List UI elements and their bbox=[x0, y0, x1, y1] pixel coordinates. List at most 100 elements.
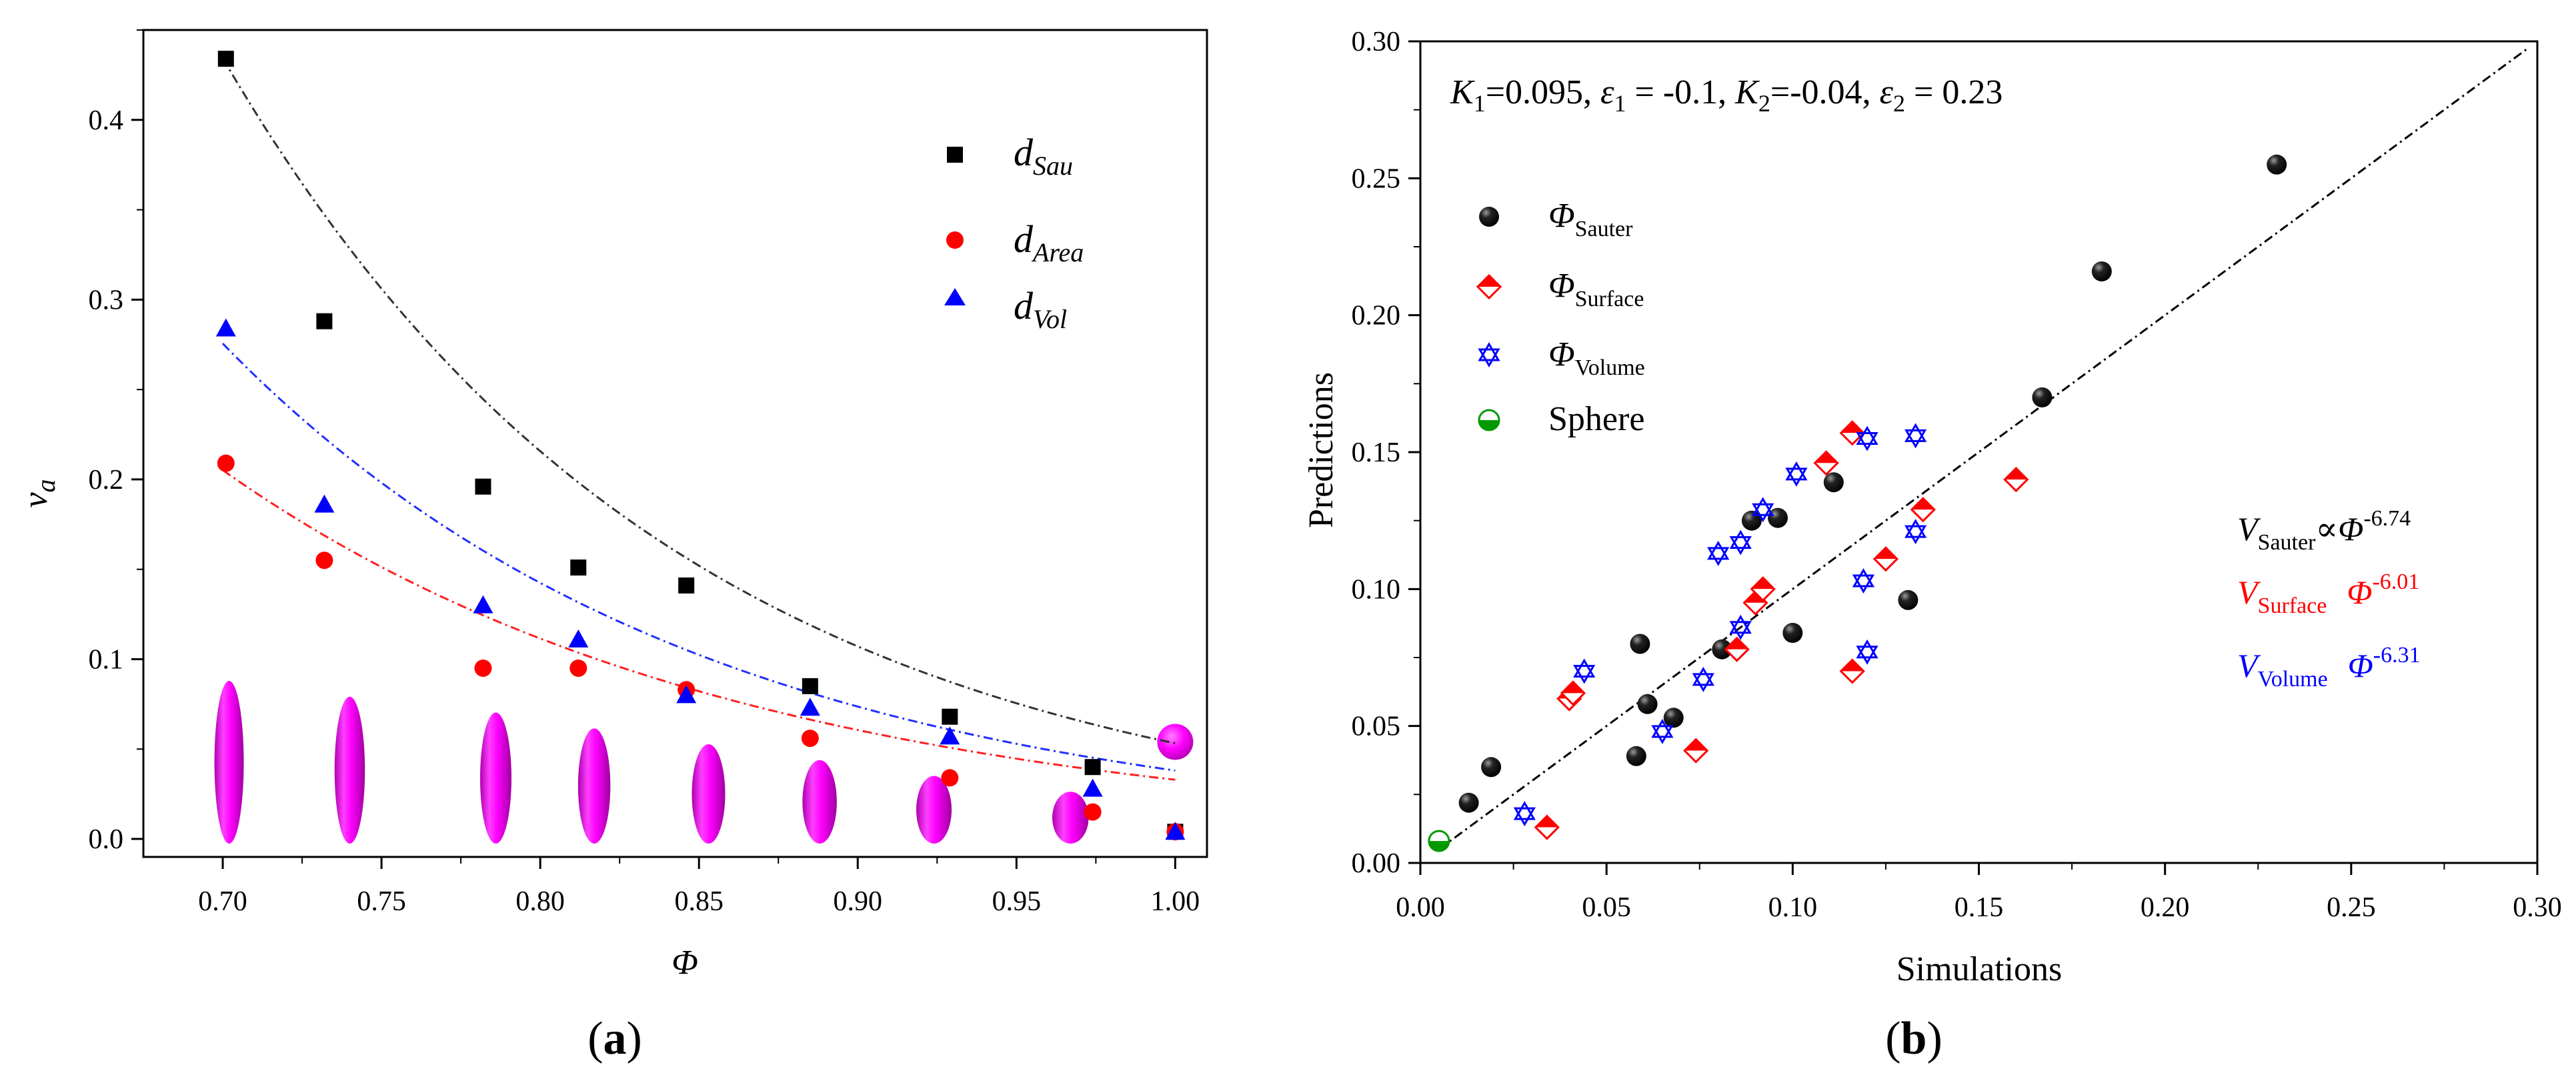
annotation-e1: -0.1 bbox=[1663, 73, 1718, 111]
point-surface bbox=[1839, 658, 1865, 684]
relation-sauter-sign: ∝ bbox=[2315, 510, 2338, 548]
x-tick-label: 0.25 bbox=[2327, 892, 2376, 923]
point-sauter bbox=[1663, 708, 1684, 728]
legend-a-sau-main: d bbox=[1014, 131, 1034, 174]
point-sphere bbox=[1428, 830, 1450, 852]
point-volume bbox=[1729, 614, 1752, 640]
legend-b-marker-half-circle bbox=[1478, 409, 1500, 431]
point-sauter bbox=[1898, 590, 1918, 610]
point-sauter bbox=[2032, 387, 2053, 407]
y-tick-label: 0.20 bbox=[1352, 301, 1401, 331]
point-sauter bbox=[1626, 746, 1646, 766]
legend-a-item-sau: dSau bbox=[947, 131, 1073, 181]
legend-b-marker-star bbox=[1478, 342, 1500, 367]
point-area bbox=[801, 730, 819, 748]
panel-a-caption-letter: a bbox=[603, 1013, 627, 1064]
particle-shape-ellipsoid bbox=[479, 712, 511, 844]
point-vol bbox=[940, 726, 960, 745]
point-surface bbox=[1534, 814, 1560, 840]
relation-volume-base: Φ bbox=[2348, 647, 2373, 684]
legend-a-area-main: d bbox=[1014, 217, 1034, 261]
point-volume bbox=[1573, 658, 1596, 684]
point-sau bbox=[570, 560, 587, 576]
x-tick-label: 0.90 bbox=[834, 886, 883, 917]
point-sau bbox=[942, 708, 958, 725]
y-tick-label: 0.25 bbox=[1352, 163, 1401, 194]
relation-volume-v: V bbox=[2237, 647, 2261, 684]
point-volume bbox=[1856, 639, 1878, 665]
y-tick-label: 0.1 bbox=[89, 644, 124, 675]
point-area bbox=[941, 769, 959, 787]
panel-a-y-axis-main: v bbox=[17, 492, 55, 508]
panel-a-x-axis-title: Φ bbox=[672, 944, 698, 982]
particle-shape-ellipsoid bbox=[577, 728, 611, 844]
annotation-e2: 0.23 bbox=[1942, 73, 2003, 111]
particle-shape-ellipsoid bbox=[802, 760, 837, 844]
legend-a-vol-sub: Vol bbox=[1033, 304, 1067, 334]
point-sau bbox=[802, 678, 818, 694]
point-surface bbox=[1724, 636, 1750, 662]
particle-shape-ellipsoid bbox=[1052, 792, 1089, 844]
point-volume bbox=[1692, 666, 1714, 692]
legend-a-marker-circle bbox=[946, 231, 964, 249]
point-vol bbox=[215, 318, 236, 337]
legend-b-item-surface: ΦSurface bbox=[1476, 267, 1644, 311]
point-volume bbox=[1785, 461, 1808, 487]
legend-a-area-sub: Area bbox=[1031, 237, 1084, 267]
point-volume bbox=[1904, 423, 1927, 449]
panel-b-caption: (b) bbox=[1885, 1013, 1943, 1064]
point-surface bbox=[1872, 546, 1899, 572]
legend-a-label-area: dArea bbox=[1014, 217, 1084, 267]
x-tick-label: 0.70 bbox=[198, 886, 247, 917]
y-tick-label: 0.05 bbox=[1352, 712, 1401, 742]
panel-a-x-ticks: 0.70 0.75 0.80 0.85 0.90 0.95 1.00 bbox=[198, 857, 1200, 917]
relation-volume-sub: Volume bbox=[2258, 667, 2328, 692]
x-tick-label: 0.95 bbox=[992, 886, 1042, 917]
point-area bbox=[569, 659, 587, 677]
relation-surface-sub: Surface bbox=[2258, 594, 2327, 618]
point-volume bbox=[1904, 519, 1927, 545]
y-tick-label: 0.10 bbox=[1352, 574, 1401, 605]
panel-b-reference-line bbox=[1438, 49, 2527, 850]
x-tick-label: 0.00 bbox=[1396, 892, 1445, 923]
panel-b-x-ticks: 0.00 0.05 0.10 0.15 0.20 0.25 0.30 bbox=[1396, 863, 2562, 923]
panel-a-plot-frame bbox=[142, 29, 1208, 858]
panel-a-y-ticks: 0.0 0.1 0.2 0.3 0.4 bbox=[89, 29, 143, 855]
x-tick-label: 0.30 bbox=[2513, 892, 2562, 923]
x-tick-label: 0.20 bbox=[2141, 892, 2190, 923]
point-volume bbox=[1651, 718, 1674, 744]
point-volume bbox=[1852, 568, 1875, 594]
y-tick-label: 0.30 bbox=[1352, 27, 1401, 57]
legend-b-marker-half-diamond bbox=[1476, 273, 1502, 300]
point-sauter bbox=[1768, 507, 1788, 528]
relation-surface-base: Φ bbox=[2347, 574, 2372, 611]
y-tick-label: 0.0 bbox=[89, 824, 124, 855]
legend-b-marker-sphere bbox=[1479, 207, 1499, 227]
panel-a-y-axis-title: va bbox=[17, 479, 61, 507]
point-sauter bbox=[1782, 623, 1803, 643]
legend-a-item-area: dArea bbox=[946, 217, 1084, 267]
annotation-k2: -0.04 bbox=[1790, 73, 1862, 111]
x-tick-label: 0.85 bbox=[674, 886, 724, 917]
reference-line-y-equals-x bbox=[1438, 49, 2527, 850]
y-tick-label: 0.2 bbox=[89, 465, 124, 495]
point-sauter bbox=[1823, 472, 1844, 493]
point-volume bbox=[1729, 529, 1752, 556]
point-volume bbox=[1856, 425, 1878, 451]
legend-b-volume-main: Φ bbox=[1548, 335, 1575, 373]
panel-a-y-axis-sub: a bbox=[31, 479, 61, 492]
point-sauter bbox=[2267, 154, 2287, 175]
legend-b-label-volume: ΦVolume bbox=[1548, 335, 1645, 380]
panel-b-legend: ΦSauter ΦSurface ΦVolume bbox=[1476, 197, 1645, 438]
point-sauter bbox=[1630, 634, 1650, 654]
relation-surface: VSurface Φ-6.01 bbox=[2237, 570, 2419, 618]
panel-b-parameter-annotation: K1=0.095, ε1 = -0.1, K2=-0.04, ε2 = 0.23 bbox=[1450, 73, 2003, 117]
legend-a-vol-main: d bbox=[1014, 284, 1034, 327]
legend-b-surface-main: Φ bbox=[1548, 267, 1575, 305]
legend-b-label-sauter: ΦSauter bbox=[1548, 197, 1633, 241]
point-sauter bbox=[1481, 757, 1502, 778]
x-tick-label: 0.80 bbox=[515, 886, 565, 917]
x-tick-label: 0.75 bbox=[357, 886, 406, 917]
x-tick-label: 0.05 bbox=[1582, 892, 1631, 923]
legend-b-sauter-sub: Sauter bbox=[1575, 217, 1634, 241]
